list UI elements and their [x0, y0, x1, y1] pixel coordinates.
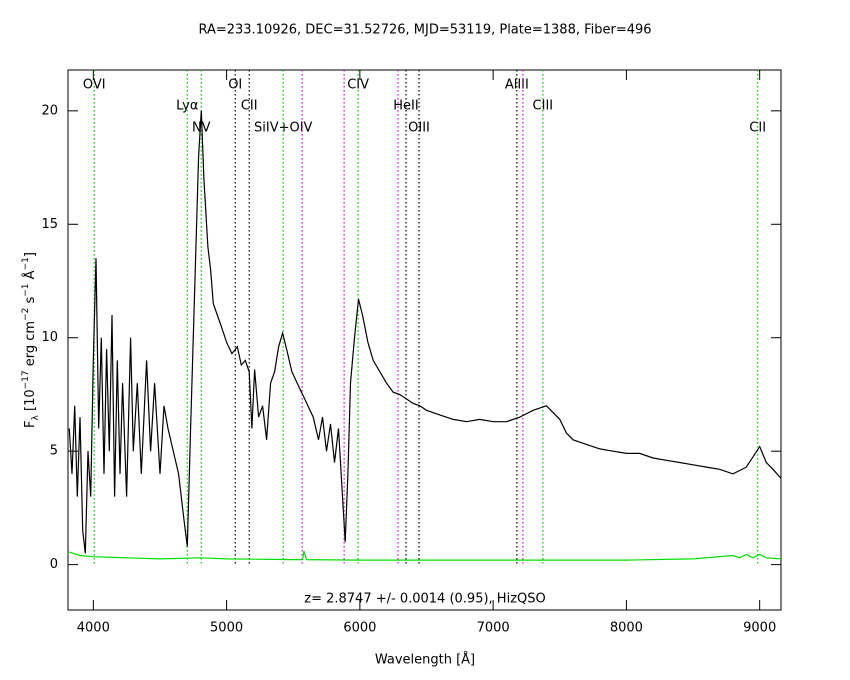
y-axis-label-part: λ — [31, 414, 41, 420]
y-axis-label-part: [10 — [23, 389, 38, 415]
annotation: z= 2.8747 +/- 0.0014 (0.95), HizQSO — [304, 592, 545, 607]
spectral-line-label: AlIII — [505, 78, 529, 93]
y-axis-label: Fλ [10−17 erg cm−2 s−1 Å−1] — [21, 252, 41, 428]
spectral-line-label: OI — [228, 78, 242, 93]
y-axis-label-part: −1 — [21, 283, 31, 296]
x-tick-label: 6000 — [343, 621, 376, 636]
spectral-line-label: OVI — [83, 78, 106, 93]
x-tick-label: 7000 — [477, 621, 510, 636]
y-axis-label-part: −2 — [21, 308, 31, 321]
y-axis-label-part: erg cm — [23, 321, 38, 370]
spectral-line-label: CII — [749, 121, 766, 136]
spectral-line-label: HeII — [393, 99, 418, 114]
x-tick-label: 5000 — [210, 621, 243, 636]
y-tick-label: 0 — [50, 557, 58, 572]
x-axis-label: Wavelength [Å] — [375, 652, 475, 668]
spectral-line-label: CIII — [533, 99, 554, 114]
x-tick-label: 4000 — [77, 621, 110, 636]
y-tick-label: 20 — [41, 103, 58, 118]
y-tick-label: 5 — [50, 444, 58, 459]
spectral-line-label: NV — [192, 121, 211, 136]
y-tick-label: 15 — [41, 217, 58, 232]
y-tick-label: 10 — [41, 330, 58, 345]
y-axis-label-part: F — [23, 420, 38, 427]
x-tick-label: 8000 — [610, 621, 643, 636]
y-axis-label-part: s — [23, 297, 38, 308]
y-axis-label-part: −1 — [21, 257, 31, 270]
x-tick-label: 9000 — [743, 621, 776, 636]
spectrum-line — [69, 550, 782, 561]
spectral-line-label: CII — [241, 99, 258, 114]
y-axis-label-part: ] — [23, 252, 38, 257]
chart-title: RA=233.10926, DEC=31.52726, MJD=53119, P… — [198, 23, 651, 38]
spectral-line-label: OIII — [408, 121, 430, 136]
spectral-line-label: CIV — [347, 78, 369, 93]
y-axis-label-part: −17 — [21, 370, 31, 389]
y-axis-label-part: Å — [22, 270, 38, 283]
spectrum-line — [68, 110, 782, 554]
spectral-line-label: SiIV+OIV — [254, 121, 313, 136]
spectral-line-label: Lyα — [176, 99, 198, 114]
plot-frame — [67, 69, 782, 611]
